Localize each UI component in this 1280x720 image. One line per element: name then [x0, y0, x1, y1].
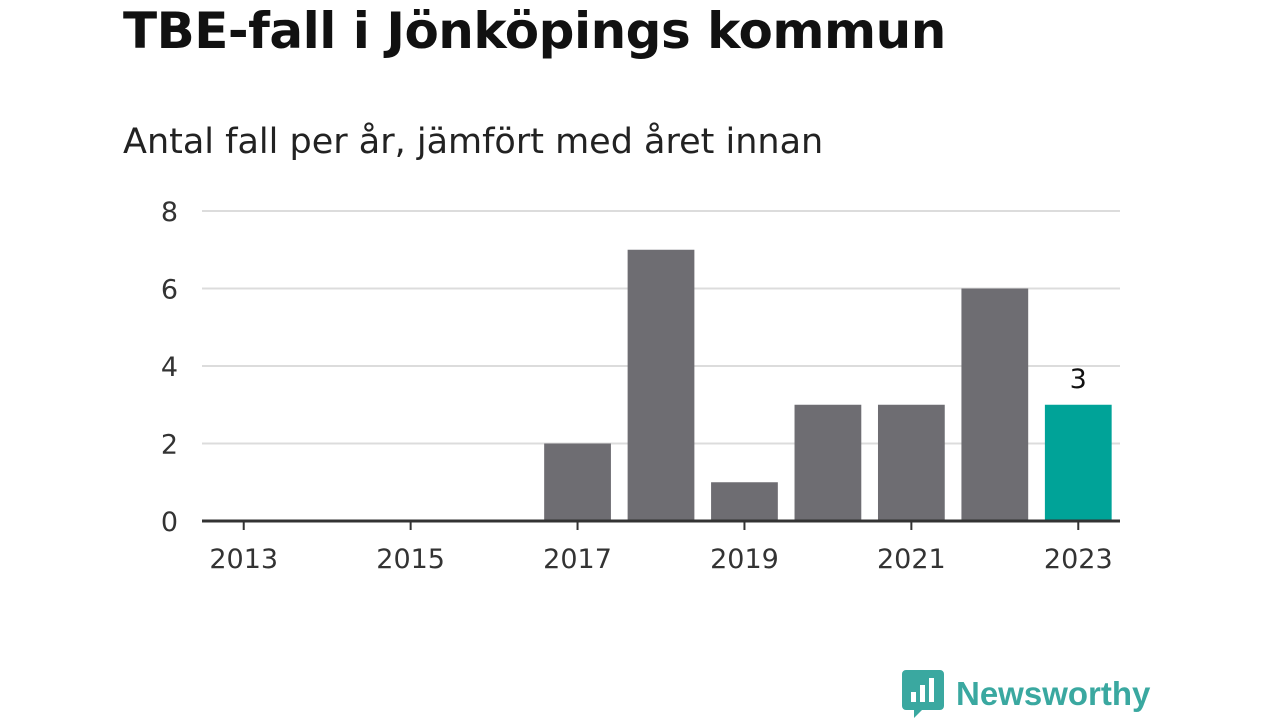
bar-2020: [794, 404, 862, 521]
x-tick-label: 2017: [543, 544, 612, 575]
newsworthy-logo-text: Newsworthy: [956, 675, 1151, 712]
newsworthy-logo-icon: [902, 670, 944, 718]
bar-2017: [544, 443, 611, 521]
x-tick-label: 2013: [209, 544, 278, 575]
x-tick-label: 2021: [877, 544, 946, 575]
newsworthy-logo: Newsworthy: [902, 670, 1150, 718]
data-label-2023: 3: [1070, 364, 1087, 395]
x-tick-label: 2015: [376, 544, 445, 575]
y-tick-label: 4: [161, 352, 178, 383]
y-tick-label: 2: [161, 430, 178, 461]
bar-2022: [961, 288, 1029, 521]
chart-subtitle: Antal fall per år, jämfört med året inna…: [123, 122, 824, 162]
bar-2023: [1044, 404, 1112, 521]
bar-2018: [627, 249, 695, 521]
chart-title: TBE-fall i Jönköpings kommun: [123, 2, 946, 60]
labels: 0 2 4 6 8 3 2013 2015 2017 2019 2021 2023: [161, 197, 1113, 575]
x-tick-label: 2019: [710, 544, 779, 575]
y-tick-label: 0: [161, 507, 178, 538]
bars: [544, 249, 1112, 521]
y-tick-label: 8: [161, 197, 178, 228]
bar-2021: [877, 404, 945, 521]
x-axis: [202, 519, 1120, 530]
bar-2019: [711, 482, 778, 521]
y-tick-label: 6: [161, 275, 178, 306]
x-tick-label: 2023: [1044, 544, 1113, 575]
